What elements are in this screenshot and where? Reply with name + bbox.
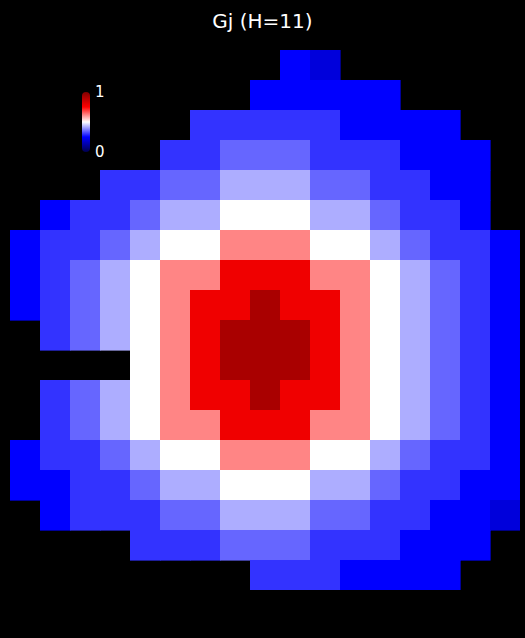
svg-text:Gj (H=11): Gj (H=11)	[212, 9, 312, 33]
svg-text:1: 1	[95, 83, 105, 101]
svg-text:0: 0	[95, 143, 105, 161]
